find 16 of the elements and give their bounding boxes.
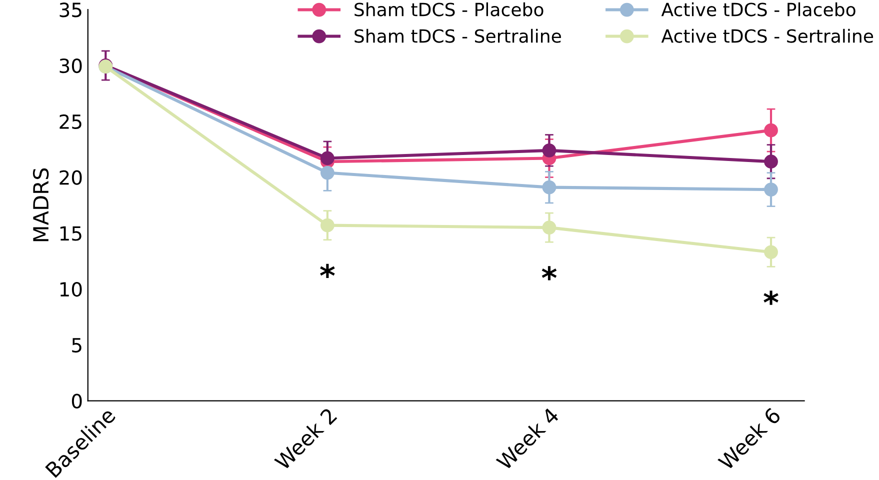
annotation: * [320,264,335,278]
legend-label: Active tDCS - Placebo [661,2,856,16]
annotation: * [542,266,557,280]
y-tick-label: 25 [60,114,82,130]
annotation: * [764,290,778,305]
y-tick-label: 5 [72,338,82,353]
y-tick-label: 30 [60,58,82,74]
y-tick-label: 15 [60,226,82,241]
y-tick-label: 20 [60,170,82,185]
y-tick-label: 0 [72,394,82,408]
legend-label: Active tDCS - Sertraline [661,28,874,43]
legend-label: Sham tDCS - Placebo [354,2,544,16]
y-axis-title: MADRS [32,168,49,242]
y-tick-label: 35 [60,2,82,18]
legend-label: Sham tDCS - Sertraline [354,28,561,43]
y-tick-label: 10 [60,282,82,297]
